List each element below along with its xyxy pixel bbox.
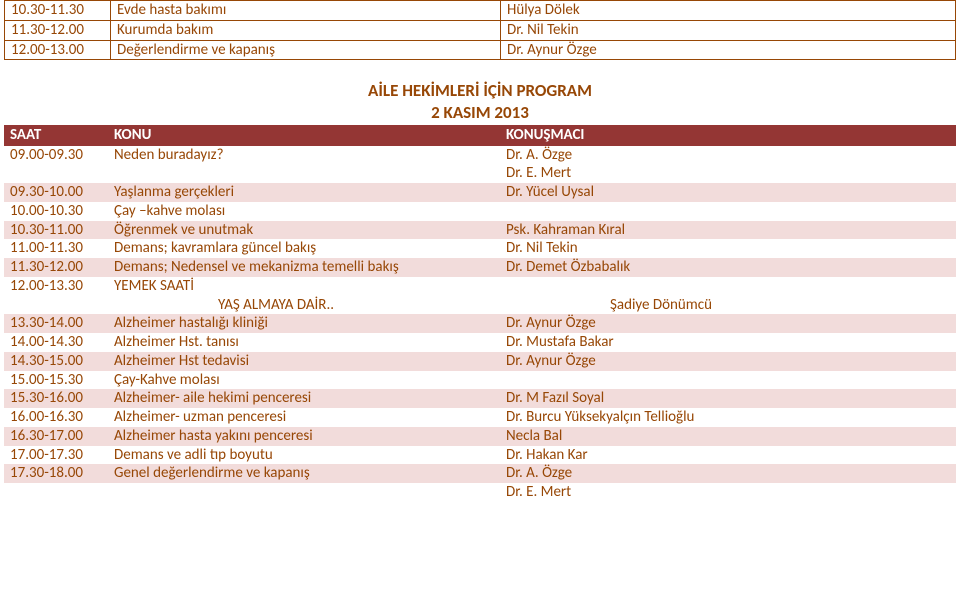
cell-topic: Değerlendirme ve kapanış (111, 40, 501, 60)
table-row: 11.30-12.00 Kurumda bakım Dr. Nil Tekin (5, 20, 956, 40)
cell-speaker (506, 371, 950, 390)
schedule-row: 10.00-10.30Çay –kahve molası (4, 202, 956, 221)
cell-time: 10.30-11.00 (10, 221, 114, 240)
cell-speaker (506, 202, 950, 221)
cell-topic: Öğrenmek ve unutmak (114, 221, 506, 240)
table-row: 10.30-11.30 Evde hasta bakımı Hülya Döle… (5, 1, 956, 21)
cell-topic: Kurumda bakım (111, 20, 501, 40)
cell-topic: Yaşlanma gerçekleri (114, 183, 506, 202)
schedule-row: 09.00-09.30Neden buradayız?Dr. A. Özge (4, 146, 956, 165)
cell-speaker: Dr. E. Mert (506, 483, 950, 502)
cell-topic: Alzheimer- aile hekimi penceresi (114, 389, 506, 408)
schedule-row: 15.30-16.00Alzheimer- aile hekimi pencer… (4, 389, 956, 408)
cell-time: 14.30-15.00 (10, 352, 114, 371)
cell-time: 11.00-11.30 (10, 239, 114, 258)
cell-time: 12.00-13.00 (5, 40, 111, 60)
schedule-row: Dr. E. Mert (4, 164, 956, 183)
header-konusmaci: KONUŞMACI (506, 126, 950, 145)
cell-speaker: Dr. Aynur Özge (501, 40, 956, 60)
cell-topic: Alzheimer Hst. tanısı (114, 333, 506, 352)
schedule-row: 17.00-17.30Demans ve adli tıp boyutuDr. … (4, 446, 956, 465)
schedule-header: SAAT KONU KONUŞMACI (4, 125, 956, 146)
schedule-row: 12.00-13.30YEMEK SAATİ (4, 277, 956, 296)
schedule-body: 09.00-09.30Neden buradayız?Dr. A. ÖzgeDr… (4, 146, 956, 502)
cell-topic: Neden buradayız? (114, 146, 506, 165)
cell-speaker: Dr. M Fazıl Soyal (506, 389, 950, 408)
section-subtitle: 2 KASIM 2013 (4, 102, 956, 123)
cell-time: 11.30-12.00 (10, 258, 114, 277)
schedule-row: 14.00-14.30Alzheimer Hst. tanısıDr. Must… (4, 333, 956, 352)
cell-speaker: Dr. E. Mert (506, 164, 950, 183)
cell-speaker: Hülya Dölek (501, 1, 956, 21)
cell-topic: Alzheimer hastalığı kliniği (114, 314, 506, 333)
cell-time: 10.00-10.30 (10, 202, 114, 221)
cell-time: 14.00-14.30 (10, 333, 114, 352)
cell-speaker (506, 277, 950, 296)
schedule-row: 09.30-10.00Yaşlanma gerçekleriDr. Yücel … (4, 183, 956, 202)
cell-speaker: Psk. Kahraman Kıral (506, 221, 950, 240)
cell-topic: Evde hasta bakımı (111, 1, 501, 21)
cell-speaker: Dr. Nil Tekin (501, 20, 956, 40)
schedule-row: 15.00-15.30Çay-Kahve molası (4, 371, 956, 390)
schedule-row: 10.30-11.00Öğrenmek ve unutmakPsk. Kahra… (4, 221, 956, 240)
cell-time: 15.30-16.00 (10, 389, 114, 408)
cell-time (10, 164, 114, 183)
cell-time: 09.30-10.00 (10, 183, 114, 202)
cell-speaker: Necla Bal (506, 427, 950, 446)
cell-topic: Çay-Kahve molası (114, 371, 506, 390)
schedule-row: 14.30-15.00Alzheimer Hst tedavisiDr. Ayn… (4, 352, 956, 371)
cell-time: 11.30-12.00 (5, 20, 111, 40)
header-saat: SAAT (10, 126, 114, 145)
cell-topic: Alzheimer- uzman penceresi (114, 408, 506, 427)
cell-speaker: Şadiye Dönümcü (610, 296, 950, 315)
schedule-row: YAŞ ALMAYA DAİR..Şadiye Dönümcü (4, 296, 956, 315)
header-konu: KONU (114, 126, 506, 145)
cell-time (10, 296, 114, 315)
table-row: 12.00-13.00 Değerlendirme ve kapanış Dr.… (5, 40, 956, 60)
cell-speaker: Dr. Demet Özbabalık (506, 258, 950, 277)
cell-topic: Çay –kahve molası (114, 202, 506, 221)
cell-topic (114, 483, 506, 502)
section-title: AİLE HEKİMLERİ İÇİN PROGRAM (4, 80, 956, 101)
cell-topic: Genel değerlendirme ve kapanış (114, 464, 506, 483)
schedule-row: 11.00-11.30Demans; kavramlara güncel bak… (4, 239, 956, 258)
page: 10.30-11.30 Evde hasta bakımı Hülya Döle… (0, 0, 960, 502)
cell-topic: Alzheimer hasta yakını penceresi (114, 427, 506, 446)
schedule-row: 17.30-18.00Genel değerlendirme ve kapanı… (4, 464, 956, 483)
cell-speaker: Dr. Hakan Kar (506, 446, 950, 465)
cell-topic (114, 164, 506, 183)
schedule-row: 13.30-14.00Alzheimer hastalığı kliniğiDr… (4, 314, 956, 333)
cell-speaker: Dr. A. Özge (506, 146, 950, 165)
cell-time: 16.00-16.30 (10, 408, 114, 427)
schedule-row: 16.00-16.30Alzheimer- uzman penceresiDr.… (4, 408, 956, 427)
cell-speaker: Dr. A. Özge (506, 464, 950, 483)
cell-topic: YAŞ ALMAYA DAİR.. (114, 296, 610, 315)
cell-speaker: Dr. Aynur Özge (506, 352, 950, 371)
cell-speaker: Dr. Aynur Özge (506, 314, 950, 333)
cell-speaker: Dr. Mustafa Bakar (506, 333, 950, 352)
cell-topic: YEMEK SAATİ (114, 277, 506, 296)
cell-speaker: Dr. Nil Tekin (506, 239, 950, 258)
cell-time (10, 483, 114, 502)
cell-topic: Demans; Nedensel ve mekanizma temelli ba… (114, 258, 506, 277)
cell-time: 17.30-18.00 (10, 464, 114, 483)
schedule-row: Dr. E. Mert (4, 483, 956, 502)
cell-time: 09.00-09.30 (10, 146, 114, 165)
cell-topic: Alzheimer Hst tedavisi (114, 352, 506, 371)
cell-topic: Demans ve adli tıp boyutu (114, 446, 506, 465)
top-schedule-table: 10.30-11.30 Evde hasta bakımı Hülya Döle… (4, 0, 956, 60)
cell-time: 10.30-11.30 (5, 1, 111, 21)
cell-speaker: Dr. Burcu Yüksekyalçın Tellioğlu (506, 408, 950, 427)
cell-time: 12.00-13.30 (10, 277, 114, 296)
schedule-row: 16.30-17.00Alzheimer hasta yakını pencer… (4, 427, 956, 446)
cell-speaker: Dr. Yücel Uysal (506, 183, 950, 202)
cell-time: 15.00-15.30 (10, 371, 114, 390)
cell-time: 17.00-17.30 (10, 446, 114, 465)
schedule-row: 11.30-12.00Demans; Nedensel ve mekanizma… (4, 258, 956, 277)
cell-topic: Demans; kavramlara güncel bakış (114, 239, 506, 258)
cell-time: 13.30-14.00 (10, 314, 114, 333)
cell-time: 16.30-17.00 (10, 427, 114, 446)
